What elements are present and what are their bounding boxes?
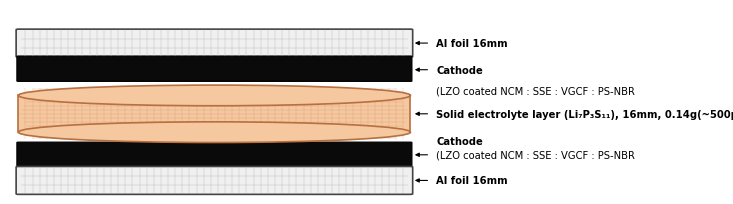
- FancyBboxPatch shape: [17, 57, 412, 82]
- FancyBboxPatch shape: [16, 167, 413, 194]
- Text: Al foil 16mm: Al foil 16mm: [436, 39, 508, 49]
- Text: Cathode: Cathode: [436, 137, 483, 147]
- Text: Al foil 16mm: Al foil 16mm: [436, 176, 508, 185]
- FancyBboxPatch shape: [17, 142, 412, 168]
- FancyBboxPatch shape: [16, 30, 413, 58]
- Ellipse shape: [18, 86, 410, 106]
- Text: Cathode: Cathode: [436, 65, 483, 75]
- Text: Solid electrolyte layer (Li₇P₃S₁₁), 16mm, 0.14g(~500μm): Solid electrolyte layer (Li₇P₃S₁₁), 16mm…: [436, 109, 733, 119]
- Ellipse shape: [18, 122, 410, 143]
- Text: (LZO coated NCM : SSE : VGCF : PS-NBR: (LZO coated NCM : SSE : VGCF : PS-NBR: [436, 86, 635, 96]
- FancyBboxPatch shape: [18, 96, 410, 133]
- Text: (LZO coated NCM : SSE : VGCF : PS-NBR: (LZO coated NCM : SSE : VGCF : PS-NBR: [436, 150, 635, 160]
